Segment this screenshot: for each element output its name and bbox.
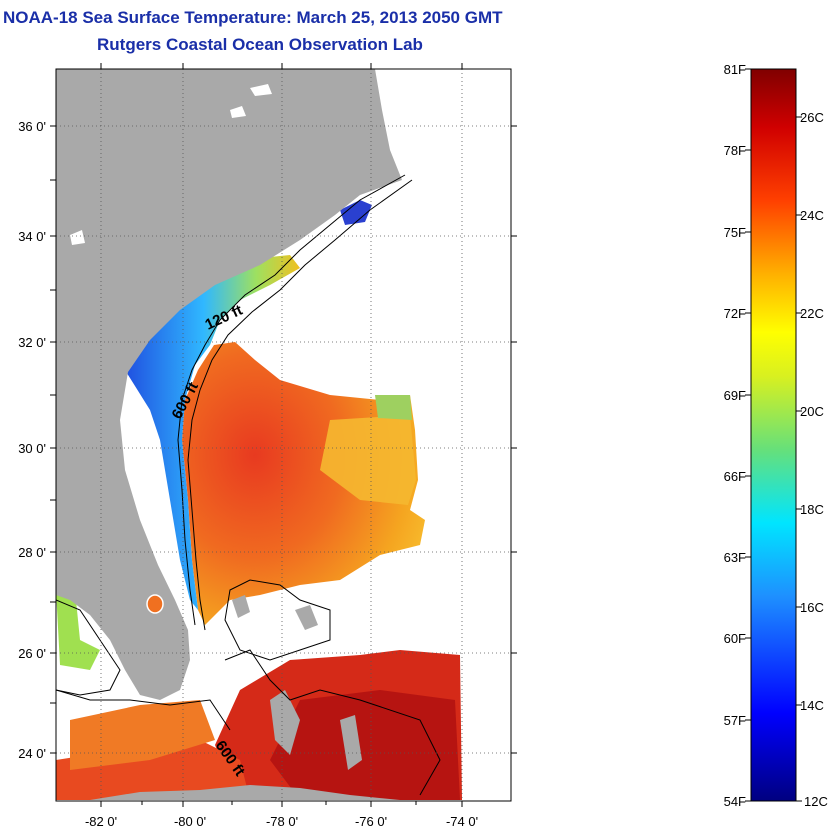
carolina-cold-patch: [340, 200, 372, 225]
inland-lake-1: [250, 84, 272, 96]
cb-f-label: 78F: [724, 143, 746, 158]
colorbar-ticks: [745, 68, 802, 802]
cb-c-label: 22C: [800, 306, 824, 321]
lat-label-32: 32 0': [18, 335, 46, 350]
warm-water-east: [320, 415, 416, 505]
map-frame: [55, 68, 512, 802]
gulf-patch-green: [56, 590, 100, 670]
lat-label-28: 28 0': [18, 545, 46, 560]
bahamas-island-3: [270, 690, 300, 755]
cb-f-label: 60F: [724, 631, 746, 646]
cb-c-label: 18C: [800, 502, 824, 517]
lon-label-82: -82 0': [85, 814, 117, 829]
axis-ticks: [50, 63, 517, 807]
lat-label-26: 26 0': [18, 646, 46, 661]
bahamas-island-4: [340, 715, 362, 770]
cb-f-label: 66F: [724, 469, 746, 484]
cb-f-label: 75F: [724, 225, 746, 240]
contour-keys: [56, 689, 231, 731]
lat-label-24: 24 0': [18, 746, 46, 761]
lon-label-78: -78 0': [266, 814, 298, 829]
cb-f-label: 81F: [724, 62, 746, 77]
warm-water-region: [182, 342, 425, 625]
keys-warm-water: [70, 700, 215, 770]
cb-f-label: 57F: [724, 713, 746, 728]
cb-f-label: 69F: [724, 388, 746, 403]
lat-label-36: 36 0': [18, 119, 46, 134]
contour-gulf: [56, 599, 121, 696]
lon-label-74: -74 0': [446, 814, 478, 829]
bahamas-dark-water: [270, 690, 460, 800]
contour-600ft: [187, 179, 413, 631]
cb-f-label: 72F: [724, 306, 746, 321]
cb-c-label: 20C: [800, 404, 824, 419]
inland-lake-3: [70, 230, 85, 245]
bahamas-island-1: [232, 595, 250, 618]
contour-120ft: [177, 174, 406, 626]
shelf-cold-water: [125, 255, 300, 610]
contour-bahamas-south: [224, 649, 441, 796]
land-mass: [56, 69, 402, 700]
cb-c-label: 16C: [800, 600, 824, 615]
cb-f-label: 63F: [724, 550, 746, 565]
colorbar-f-labels: 81F 78F 75F 72F 69F 66F 63F 60F 57F 54F: [724, 62, 746, 809]
bahamas-island-2: [295, 605, 318, 630]
lon-label-76: -76 0': [355, 814, 387, 829]
cb-f-label: 54F: [724, 794, 746, 809]
map-title: NOAA-18 Sea Surface Temperature: March 2…: [3, 8, 503, 27]
cuba-land: [90, 785, 400, 800]
colorbar: [750, 68, 797, 802]
green-patch: [375, 395, 412, 420]
lake-okeechobee: [146, 594, 164, 614]
colorbar-c-labels: 26C 24C 22C 20C 18C 16C 14C 12C: [800, 110, 828, 809]
cb-c-label: 26C: [800, 110, 824, 125]
map-subtitle: Rutgers Coastal Ocean Observation Lab: [97, 35, 423, 54]
cb-c-label: 24C: [800, 208, 824, 223]
cb-c-label: 12C: [804, 794, 828, 809]
inland-lake-2: [230, 106, 246, 118]
lat-label-30: 30 0': [18, 441, 46, 456]
lon-label-80: -80 0': [174, 814, 206, 829]
cb-c-label: 14C: [800, 698, 824, 713]
lat-label-34: 34 0': [18, 229, 46, 244]
contour-bahamas: [224, 579, 331, 661]
